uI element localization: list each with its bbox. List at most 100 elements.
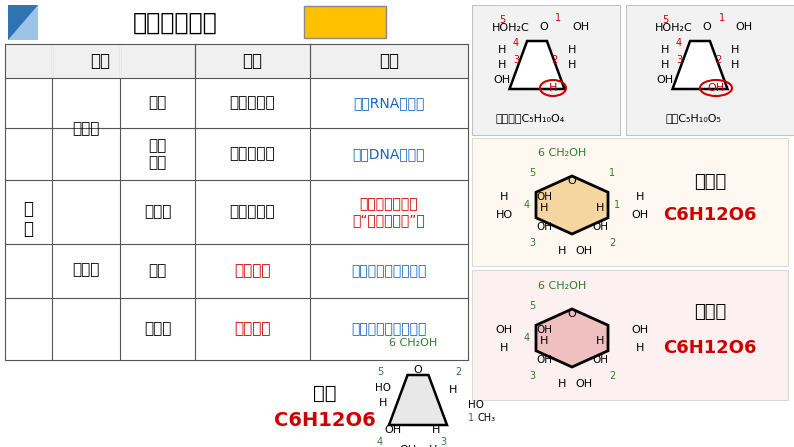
Bar <box>310 45 468 77</box>
Bar <box>6 45 195 77</box>
Text: 5: 5 <box>529 301 535 311</box>
Text: HO: HO <box>375 383 391 393</box>
Text: H: H <box>540 203 548 213</box>
Text: 果糖: 果糖 <box>314 384 337 402</box>
Text: H: H <box>499 192 508 202</box>
Text: H: H <box>730 60 739 70</box>
Text: 种类: 种类 <box>90 52 110 70</box>
Text: 3: 3 <box>529 371 535 381</box>
Text: 组成蕎糖，提供能量: 组成蕎糖，提供能量 <box>351 264 426 278</box>
Text: OH: OH <box>495 325 513 335</box>
Text: 5: 5 <box>499 15 505 25</box>
Text: 核糖C₅H₁₀O₅: 核糖C₅H₁₀O₅ <box>665 113 721 123</box>
Text: 4: 4 <box>524 200 530 210</box>
Text: 葡萄糖: 葡萄糖 <box>694 173 727 191</box>
Text: H: H <box>379 398 387 408</box>
Text: 组成RNA的成分: 组成RNA的成分 <box>353 96 425 110</box>
Text: C6H12O6: C6H12O6 <box>663 206 757 224</box>
Text: 葡萄糖: 葡萄糖 <box>144 204 172 219</box>
Text: 3: 3 <box>513 55 519 65</box>
Bar <box>8 5 38 40</box>
Text: OH: OH <box>536 325 552 335</box>
Text: 细胞中的糖类: 细胞中的糖类 <box>133 11 218 35</box>
Text: 2: 2 <box>609 238 615 248</box>
Text: 细胞中都有: 细胞中都有 <box>229 96 276 110</box>
Bar <box>626 5 794 135</box>
Text: 脱氧
核糖: 脱氧 核糖 <box>148 138 167 170</box>
Text: 2: 2 <box>551 55 557 65</box>
Polygon shape <box>536 309 608 367</box>
Text: OH: OH <box>631 210 649 220</box>
Text: 单
糖: 单 糖 <box>24 200 33 238</box>
Text: H: H <box>568 45 576 55</box>
Text: O: O <box>568 309 576 319</box>
Text: O: O <box>568 176 576 186</box>
Text: 半乳糖: 半乳糖 <box>694 303 727 321</box>
Text: H: H <box>449 385 457 395</box>
Text: 2: 2 <box>455 367 461 377</box>
Text: OH: OH <box>536 222 552 232</box>
Text: OH: OH <box>384 425 402 435</box>
Bar <box>52 181 120 359</box>
Text: H: H <box>499 343 508 353</box>
Text: C6H12O6: C6H12O6 <box>663 339 757 357</box>
Polygon shape <box>536 176 608 234</box>
Text: 1: 1 <box>609 168 615 178</box>
Text: HO: HO <box>495 210 513 220</box>
Text: 1: 1 <box>468 413 474 423</box>
Text: 5: 5 <box>377 367 384 377</box>
Polygon shape <box>673 41 727 89</box>
Text: H: H <box>636 343 644 353</box>
Text: 1: 1 <box>614 200 620 210</box>
Text: OH: OH <box>631 325 649 335</box>
Text: H: H <box>498 45 507 55</box>
Text: HOH₂C: HOH₂C <box>492 23 530 33</box>
Text: 动物细胞: 动物细胞 <box>234 321 271 337</box>
Text: HOH₂C: HOH₂C <box>655 23 692 33</box>
Bar <box>5 44 468 360</box>
Text: H: H <box>432 425 440 435</box>
Text: OH: OH <box>536 355 552 365</box>
Text: 5: 5 <box>662 15 668 25</box>
Text: 1: 1 <box>719 13 725 23</box>
Text: 3: 3 <box>676 55 682 65</box>
Polygon shape <box>510 41 565 89</box>
Text: 半乳糖: 半乳糖 <box>144 321 172 337</box>
Text: 主要的能源物质
（“生命的燃料”）: 主要的能源物质 （“生命的燃料”） <box>353 197 426 227</box>
Text: O: O <box>414 365 422 375</box>
Text: H: H <box>498 60 507 70</box>
Bar <box>120 45 121 77</box>
Text: OH: OH <box>536 192 552 202</box>
Text: H: H <box>549 83 557 93</box>
Text: 3: 3 <box>440 437 446 447</box>
Text: H: H <box>596 336 604 346</box>
Text: 植物细胞: 植物细胞 <box>234 263 271 278</box>
Text: 单糖: 单糖 <box>332 12 358 32</box>
Bar <box>472 138 788 266</box>
Text: 组成乳糖，提供能量: 组成乳糖，提供能量 <box>351 322 426 336</box>
Text: 4: 4 <box>676 38 682 48</box>
Text: 核糖: 核糖 <box>148 96 167 110</box>
Text: H: H <box>636 192 644 202</box>
Text: 功能: 功能 <box>379 52 399 70</box>
Text: CH₃: CH₃ <box>478 413 496 423</box>
Bar <box>52 79 120 180</box>
Text: 细胞中都有: 细胞中都有 <box>229 147 276 161</box>
Text: OH: OH <box>707 83 725 93</box>
Text: 4: 4 <box>513 38 519 48</box>
Text: 分布: 分布 <box>242 52 263 70</box>
Text: 5: 5 <box>529 168 535 178</box>
Text: OH: OH <box>493 75 511 85</box>
Text: H: H <box>429 445 437 447</box>
Text: 六碳糖: 六碳糖 <box>72 262 100 278</box>
Text: 6 CH₂OH: 6 CH₂OH <box>389 338 437 348</box>
Text: H: H <box>730 45 739 55</box>
Text: H: H <box>558 379 566 389</box>
Text: OH: OH <box>735 22 752 32</box>
Text: O: O <box>703 22 711 32</box>
Text: 2: 2 <box>609 371 615 381</box>
Text: 细胞中都有: 细胞中都有 <box>229 204 276 219</box>
Text: OH: OH <box>592 222 608 232</box>
Text: 1: 1 <box>555 13 561 23</box>
Text: OH: OH <box>657 75 673 85</box>
